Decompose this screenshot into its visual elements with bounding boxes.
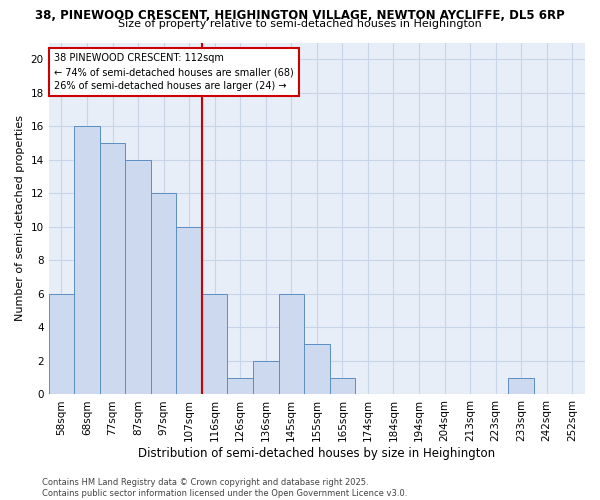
Bar [100, 143, 125, 395]
Text: Contains HM Land Registry data © Crown copyright and database right 2025.
Contai: Contains HM Land Registry data © Crown c… [42, 478, 407, 498]
Text: Size of property relative to semi-detached houses in Heighington: Size of property relative to semi-detach… [118, 19, 482, 29]
Bar [49, 294, 74, 394]
Bar [227, 378, 253, 394]
Bar [176, 227, 202, 394]
Bar [74, 126, 100, 394]
Bar [508, 378, 534, 394]
Text: 38 PINEWOOD CRESCENT: 112sqm
← 74% of semi-detached houses are smaller (68)
26% : 38 PINEWOOD CRESCENT: 112sqm ← 74% of se… [54, 53, 294, 91]
X-axis label: Distribution of semi-detached houses by size in Heighington: Distribution of semi-detached houses by … [138, 447, 496, 460]
Y-axis label: Number of semi-detached properties: Number of semi-detached properties [15, 116, 25, 322]
Text: 38, PINEWOOD CRESCENT, HEIGHINGTON VILLAGE, NEWTON AYCLIFFE, DL5 6RP: 38, PINEWOOD CRESCENT, HEIGHINGTON VILLA… [35, 9, 565, 22]
Bar [304, 344, 329, 395]
Bar [278, 294, 304, 394]
Bar [202, 294, 227, 394]
Bar [125, 160, 151, 394]
Bar [253, 361, 278, 394]
Bar [151, 194, 176, 394]
Bar [329, 378, 355, 394]
